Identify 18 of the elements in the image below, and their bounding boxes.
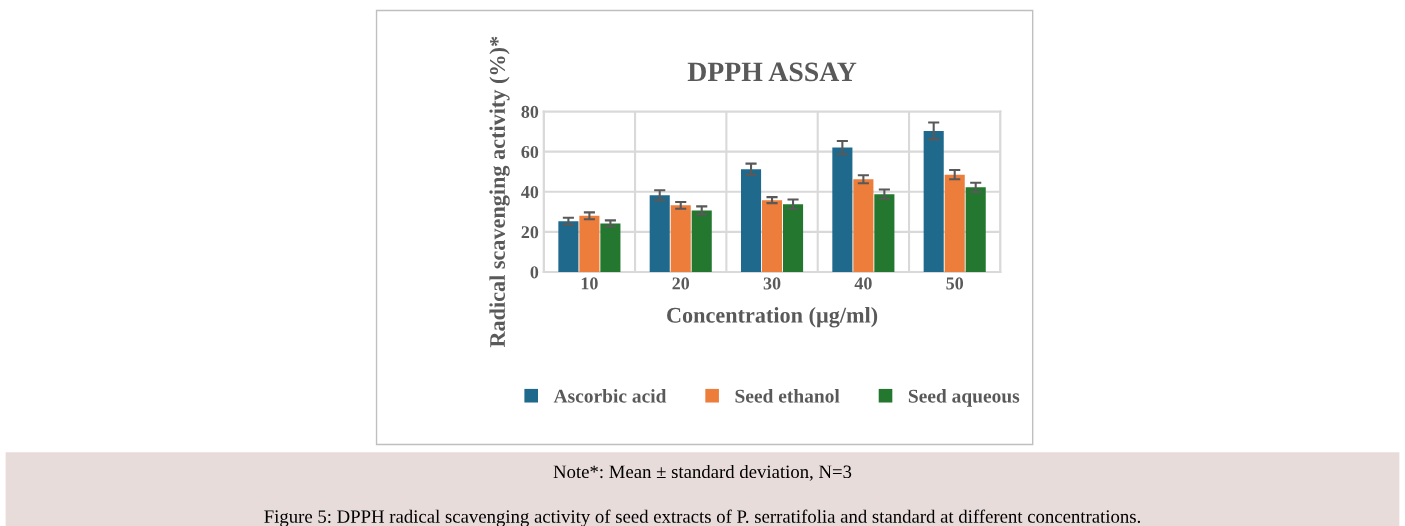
x-tick-label: 40	[854, 277, 872, 290]
y-tick-label: 20	[521, 226, 539, 239]
x-axis-title: Concentration (µg/ml)	[667, 307, 878, 328]
x-tick-label: 30	[763, 277, 781, 290]
y-tick-label: 0	[530, 266, 539, 279]
y-tick-label: 40	[521, 185, 539, 199]
legend-label: Seed aqueous	[908, 389, 1020, 407]
legend-label: Seed ethanol	[735, 389, 840, 403]
text: Note*: Mean ± standard deviation, N=3	[553, 464, 852, 481]
x-tick-label: 20	[672, 277, 690, 290]
x-tick-label: 50	[946, 277, 964, 290]
legend-label: Ascorbic acid	[553, 389, 667, 403]
chart-title: DPPH ASSAY	[687, 62, 857, 82]
caption: Figure 5: DPPH radical scavenging activity of seed extracts of P. serratifolia and standard at different concentrations.	[264, 509, 1141, 526]
y-tick-label: 80	[521, 105, 539, 118]
y-tick-label: 60	[521, 145, 539, 159]
y-axis-title: Radical scavenging activity (%)*	[489, 36, 510, 348]
x-tick-label: 10	[581, 277, 598, 290]
